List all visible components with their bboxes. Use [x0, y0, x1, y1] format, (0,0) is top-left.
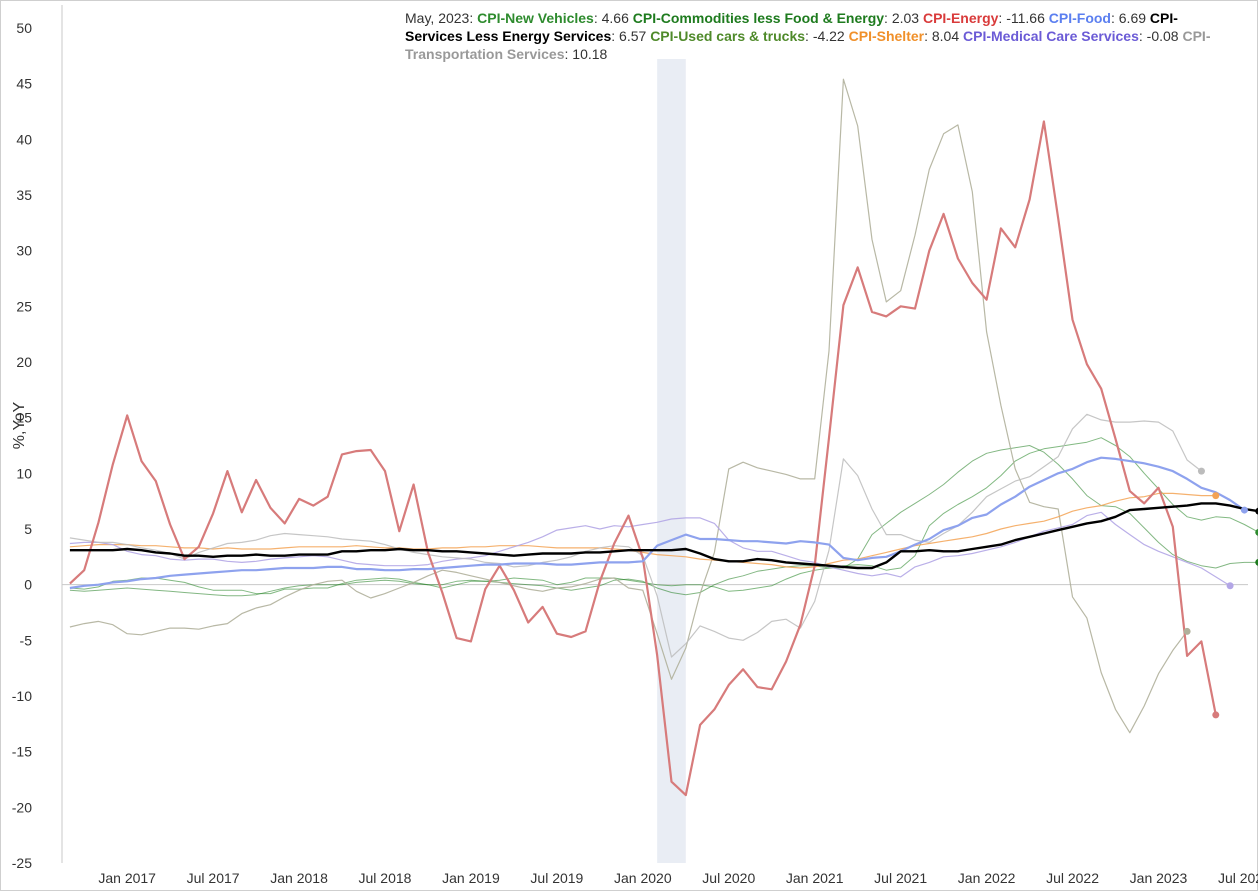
legend-item-value: -11.66: [1006, 10, 1045, 26]
legend-item-name: CPI-Commodities less Food & Energy: [632, 10, 885, 26]
series-endpoint-1: [1255, 558, 1258, 566]
y-tick-label: 10: [16, 465, 32, 481]
legend: May, 2023: CPI-New Vehicles: 4.66 CPI-Co…: [405, 10, 1211, 62]
x-tick-label: Jan 2022: [958, 870, 1016, 886]
x-tick-label: Jul 2017: [187, 870, 240, 886]
legend-item-value: 6.69: [1118, 10, 1147, 26]
legend-item-name: CPI-Used cars & trucks: [650, 28, 806, 44]
x-tick-label: Jul 2022: [1046, 870, 1099, 886]
series-endpoint-4: [1255, 507, 1258, 515]
y-tick-label: 20: [16, 354, 32, 370]
x-tick-label: Jul 2023: [1218, 870, 1258, 886]
x-tick-label: Jan 2018: [270, 870, 328, 886]
legend-item-value: 8.04: [931, 28, 960, 44]
legend-item-value: 10.18: [572, 46, 608, 62]
legend-item-name: CPI-Energy: [922, 10, 999, 26]
legend-item-value: 4.66: [601, 10, 629, 26]
series-line-6: [69, 492, 1216, 569]
y-tick-label: 35: [16, 187, 32, 203]
series-line-5: [69, 78, 1188, 734]
y-tick-label: 15: [16, 410, 32, 426]
y-tick-label: -20: [12, 799, 32, 815]
legend-item-value: -4.22: [812, 28, 845, 44]
series-endpoint-8: [1197, 467, 1205, 475]
legend-item-value: 6.57: [619, 28, 647, 44]
x-tick-label: Jan 2017: [98, 870, 156, 886]
legend-item-value: 2.03: [891, 10, 920, 26]
series-line-3: [69, 456, 1246, 590]
series-endpoint-2: [1212, 711, 1220, 719]
y-tick-label: -25: [12, 855, 32, 871]
series-line-1: [69, 445, 1258, 597]
x-tick-label: Jan 2021: [786, 870, 844, 886]
y-tick-label: 50: [16, 20, 32, 36]
x-tick-label: Jul 2018: [359, 870, 412, 886]
legend-date: May, 2023:: [405, 10, 478, 26]
y-axis-label: %,YoY: [11, 401, 28, 449]
x-tick-label: Jul 2021: [874, 870, 927, 886]
recession-band: [657, 59, 686, 863]
legend-item-name: CPI-Shelter: [848, 28, 925, 44]
series-endpoint-5: [1183, 627, 1191, 635]
y-tick-label: 30: [16, 243, 32, 259]
y-tick-label: 45: [16, 76, 32, 92]
legend-item-value: -0.08: [1146, 28, 1179, 44]
x-tick-label: Jul 2020: [702, 870, 755, 886]
x-tick-label: Jan 2023: [1130, 870, 1188, 886]
legend-item-name: CPI-New Vehicles: [477, 10, 594, 26]
series-line-2: [69, 120, 1217, 797]
y-tick-label: 40: [16, 131, 32, 147]
y-tick-label: 25: [16, 298, 32, 314]
series-endpoint-3: [1240, 506, 1248, 514]
series-endpoint-7: [1226, 582, 1234, 590]
x-tick-label: Jan 2020: [614, 870, 672, 886]
x-tick-label: Jan 2019: [442, 870, 500, 886]
series-line-4: [69, 502, 1258, 570]
y-tick-label: 5: [24, 521, 32, 537]
legend-item-name: CPI-Food: [1048, 10, 1111, 26]
y-tick-label: -5: [20, 632, 33, 648]
y-tick-label: 0: [24, 577, 32, 593]
series-line-0: [69, 437, 1258, 595]
y-tick-label: -10: [12, 688, 32, 704]
y-tick-label: -15: [12, 744, 32, 760]
legend-item-name: CPI-Transportation Services: [405, 28, 1211, 62]
legend-item-name: CPI-Services Less Energy Services: [405, 10, 1178, 44]
series-endpoint-0: [1255, 528, 1258, 536]
x-tick-label: Jul 2019: [530, 870, 583, 886]
legend-item-name: CPI-Medical Care Services: [963, 28, 1139, 44]
series-endpoint-6: [1212, 492, 1220, 500]
